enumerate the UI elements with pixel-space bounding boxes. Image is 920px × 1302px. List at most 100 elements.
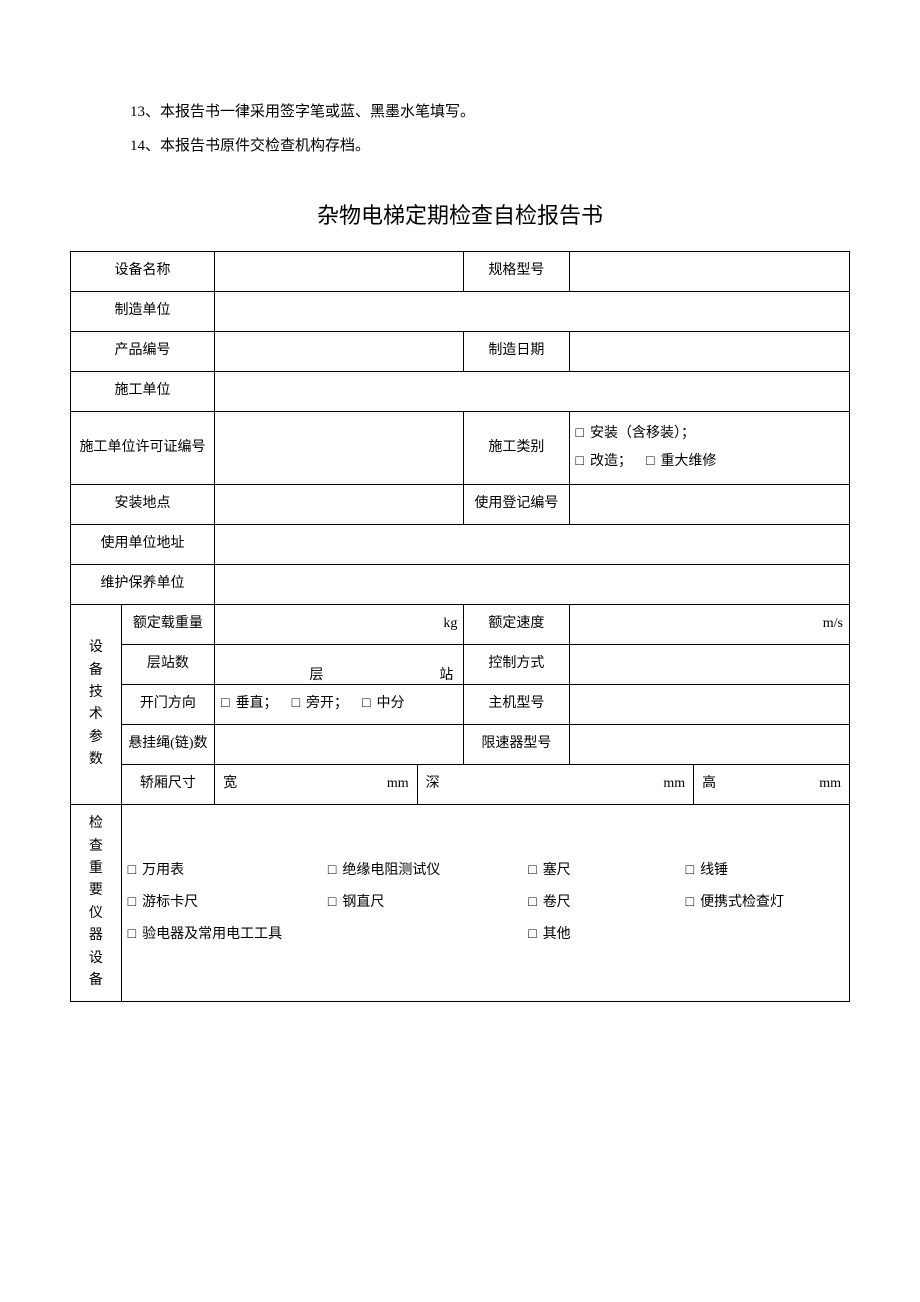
value-rated-speed: m/s bbox=[569, 605, 850, 645]
opt-repair: 重大维修 bbox=[660, 454, 716, 469]
page-title: 杂物电梯定期检查自检报告书 bbox=[70, 198, 850, 233]
label-control-mode: 控制方式 bbox=[464, 645, 569, 685]
value-instruments: □万用表 □绝缘电阻测试仪 □塞尺 □线锤 □游标卡尺 □钢直尺 □卷尺 □便携… bbox=[121, 805, 849, 1002]
checkbox-icon: □ bbox=[686, 860, 694, 882]
label-spec-model: 规格型号 bbox=[464, 252, 569, 292]
value-car-depth: 深 mm bbox=[417, 765, 694, 805]
value-car-width: 宽 mm bbox=[215, 765, 418, 805]
table-row: 层站数 层 站 控制方式 bbox=[71, 645, 850, 685]
table-row: 轿厢尺寸 宽 mm 深 mm 高 mm bbox=[71, 765, 850, 805]
label-use-reg-no: 使用登记编号 bbox=[464, 485, 569, 525]
checkbox-icon: □ bbox=[576, 448, 584, 476]
label-rope-count: 悬挂绳(链)数 bbox=[121, 725, 214, 765]
label-height: 高 bbox=[700, 776, 716, 791]
label-construction-type: 施工类别 bbox=[464, 412, 569, 485]
instruments-grid: □万用表 □绝缘电阻测试仪 □塞尺 □线锤 □游标卡尺 □钢直尺 □卷尺 □便携… bbox=[128, 860, 843, 947]
label-rated-load: 额定载重量 bbox=[121, 605, 214, 645]
value-user-address bbox=[215, 525, 850, 565]
table-row: 安装地点 使用登记编号 bbox=[71, 485, 850, 525]
notes-block: 13、本报告书一律采用签字笔或蓝、黑墨水笔填写。 14、本报告书原件交检查机构存… bbox=[70, 100, 850, 158]
table-row: 设备名称 规格型号 bbox=[71, 252, 850, 292]
value-car-height: 高 mm bbox=[694, 765, 850, 805]
value-manufacturer bbox=[215, 292, 850, 332]
checkbox-icon: □ bbox=[362, 693, 370, 715]
label-construction-unit: 施工单位 bbox=[71, 372, 215, 412]
checkbox-icon: □ bbox=[576, 420, 584, 448]
label-floors: 层站数 bbox=[121, 645, 214, 685]
value-construction-type: □ 安装（含移装）； □ 改造； □ 重大维修 bbox=[569, 412, 850, 485]
opt-modify: 改造； bbox=[590, 454, 632, 469]
table-row: 开门方向 □垂直； □旁开； □中分 主机型号 bbox=[71, 685, 850, 725]
value-control-mode bbox=[569, 645, 850, 685]
inst-vernier: 游标卡尺 bbox=[142, 895, 198, 910]
checkbox-icon: □ bbox=[528, 860, 536, 882]
label-product-no: 产品编号 bbox=[71, 332, 215, 372]
value-maint-unit bbox=[215, 565, 850, 605]
checkbox-icon: □ bbox=[292, 693, 300, 715]
table-row: 产品编号 制造日期 bbox=[71, 332, 850, 372]
label-host-model: 主机型号 bbox=[464, 685, 569, 725]
note-13: 13、本报告书一律采用签字笔或蓝、黑墨水笔填写。 bbox=[70, 100, 850, 124]
table-row: 悬挂绳(链)数 限速器型号 bbox=[71, 725, 850, 765]
checkbox-icon: □ bbox=[686, 892, 694, 914]
checkbox-icon: □ bbox=[221, 693, 229, 715]
checkbox-icon: □ bbox=[646, 448, 654, 476]
label-depth: 深 bbox=[424, 776, 440, 791]
label-rated-speed: 额定速度 bbox=[464, 605, 569, 645]
unit-mm: mm bbox=[663, 773, 685, 795]
inst-plumb: 线锤 bbox=[700, 863, 728, 878]
checkbox-icon: □ bbox=[528, 924, 536, 946]
value-install-location bbox=[215, 485, 464, 525]
checkbox-icon: □ bbox=[128, 924, 136, 946]
inst-lamp: 便携式检查灯 bbox=[700, 895, 784, 910]
label-width: 宽 bbox=[221, 776, 237, 791]
checkbox-icon: □ bbox=[528, 892, 536, 914]
label-manufacturer: 制造单位 bbox=[71, 292, 215, 332]
value-mfg-date bbox=[569, 332, 850, 372]
label-maint-unit: 维护保养单位 bbox=[71, 565, 215, 605]
inst-other: 其他 bbox=[543, 927, 571, 942]
checkbox-icon: □ bbox=[128, 892, 136, 914]
note-14: 14、本报告书原件交检查机构存档。 bbox=[70, 134, 850, 158]
label-door-dir: 开门方向 bbox=[121, 685, 214, 725]
table-row: 施工单位许可证编号 施工类别 □安装（含移装）； □改造； □重大维修 bbox=[71, 412, 850, 485]
table-row: 维护保养单位 bbox=[71, 565, 850, 605]
opt-vertical: 垂直； bbox=[236, 696, 278, 711]
checkbox-icon: □ bbox=[328, 892, 336, 914]
table-row: 施工单位 bbox=[71, 372, 850, 412]
value-door-dir: □垂直； □旁开； □中分 bbox=[215, 685, 464, 725]
checkbox-icon: □ bbox=[328, 860, 336, 882]
inst-tape: 卷尺 bbox=[543, 895, 571, 910]
label-tech-params: 设备技术参数 bbox=[71, 605, 122, 805]
unit-mm: mm bbox=[819, 773, 841, 795]
value-device-name bbox=[215, 252, 464, 292]
value-spec-model bbox=[569, 252, 850, 292]
value-floors: 层 站 bbox=[215, 645, 464, 685]
table-row: 制造单位 bbox=[71, 292, 850, 332]
tech-params-text: 设备技术参数 bbox=[89, 637, 103, 771]
value-host-model bbox=[569, 685, 850, 725]
table-row: 检查重要仪器设备 □万用表 □绝缘电阻测试仪 □塞尺 □线锤 □游标卡尺 □钢直… bbox=[71, 805, 850, 1002]
checkbox-icon: □ bbox=[128, 860, 136, 882]
value-governor-model bbox=[569, 725, 850, 765]
instruments-text: 检查重要仪器设备 bbox=[89, 813, 103, 992]
label-mfg-date: 制造日期 bbox=[464, 332, 569, 372]
value-construction-unit bbox=[215, 372, 850, 412]
inst-insulation: 绝缘电阻测试仪 bbox=[342, 863, 440, 878]
unit-kg: kg bbox=[443, 616, 457, 631]
label-install-location: 安装地点 bbox=[71, 485, 215, 525]
unit-ms: m/s bbox=[823, 616, 843, 631]
value-use-reg-no bbox=[569, 485, 850, 525]
label-instruments: 检查重要仪器设备 bbox=[71, 805, 122, 1002]
opt-install: 安装（含移装）； bbox=[590, 426, 695, 441]
inst-feeler: 塞尺 bbox=[543, 863, 571, 878]
unit-mm: mm bbox=[387, 773, 409, 795]
table-row: 使用单位地址 bbox=[71, 525, 850, 565]
label-governor-model: 限速器型号 bbox=[464, 725, 569, 765]
value-permit-no bbox=[215, 412, 464, 485]
label-device-name: 设备名称 bbox=[71, 252, 215, 292]
report-form-table: 设备名称 规格型号 制造单位 产品编号 制造日期 施工单位 施工单位许可证编号 … bbox=[70, 251, 850, 1002]
value-rated-load: kg bbox=[215, 605, 464, 645]
opt-center: 中分 bbox=[377, 696, 405, 711]
inst-multimeter: 万用表 bbox=[142, 863, 184, 878]
